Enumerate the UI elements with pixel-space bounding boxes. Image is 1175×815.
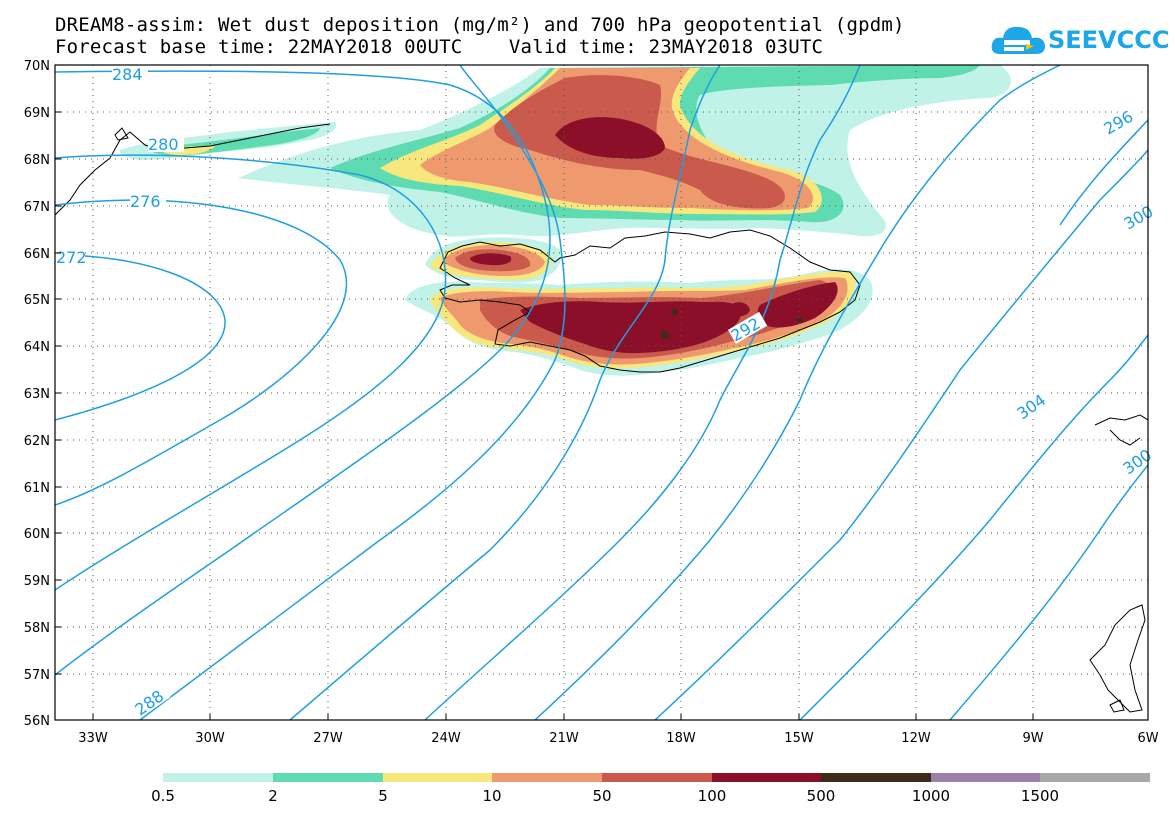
greenland-coastline (55, 123, 331, 216)
lat-label: 67N (24, 200, 50, 215)
lat-label: 64N (24, 340, 50, 355)
contour-label: 276 (130, 192, 161, 211)
lat-label: 63N (24, 387, 50, 402)
color-legend: 0.5 2 5 10 50 100 500 1000 1500 (151, 773, 1150, 805)
contour-296 (799, 334, 1148, 720)
latitude-labels: 70N 69N 68N 67N 66N 65N 64N 63N 62N 61N … (24, 59, 50, 729)
legend-swatch (712, 773, 821, 782)
longitude-labels: 33W 30W 27W 24W 21W 18W 15W 12W 9W 6W (78, 731, 1158, 746)
map-title-line2: Forecast base time: 22MAY2018 00UTC Vali… (55, 36, 824, 58)
lat-label: 60N (24, 527, 50, 542)
contour-label: 284 (112, 65, 143, 84)
lon-label: 18W (666, 731, 696, 746)
axis-ticks (55, 64, 1149, 721)
legend-swatch (1040, 773, 1150, 782)
contour-label: 300 (1119, 445, 1155, 478)
contour-300 (949, 464, 1148, 720)
geopotential-contours (55, 65, 1148, 720)
lat-label: 68N (24, 153, 50, 168)
lon-label: 12W (901, 731, 931, 746)
graticule (55, 65, 1148, 720)
lat-label: 57N (24, 668, 50, 683)
contour-labels: 284 280 276 272 288 292 296 300 304 300 (55, 65, 1156, 719)
lat-label: 61N (24, 481, 50, 496)
cloud-icon (991, 26, 1045, 54)
lat-label: 58N (24, 621, 50, 636)
lon-label: 9W (1022, 731, 1043, 746)
legend-label: 1000 (912, 787, 950, 805)
legend-label: 50 (592, 787, 611, 805)
legend-label: 10 (482, 787, 501, 805)
contour-272 (55, 254, 226, 421)
legend-swatch (931, 773, 1040, 782)
legend-label: 100 (698, 787, 727, 805)
coastlines (55, 123, 1148, 713)
logo-text: SEEVCCC (1048, 26, 1170, 54)
dust-deposition-shading (119, 65, 1011, 376)
legend-swatch (492, 773, 602, 782)
contour-276 (55, 199, 348, 506)
contour-label: 300 (1121, 202, 1157, 234)
legend-swatch (163, 773, 273, 782)
legend-label: 500 (807, 787, 836, 805)
lon-label: 21W (549, 731, 579, 746)
lon-label: 33W (78, 731, 108, 746)
lon-label: 6W (1137, 731, 1158, 746)
contour-label: 280 (148, 135, 179, 154)
lon-label: 15W (784, 731, 814, 746)
plot-area (55, 65, 1148, 720)
legend-label: 2 (268, 787, 278, 805)
lat-label: 56N (24, 714, 50, 729)
lat-label: 69N (24, 106, 50, 121)
legend-label: 0.5 (151, 787, 175, 805)
lon-label: 27W (313, 731, 343, 746)
contour-284 (55, 70, 551, 676)
legend-swatch (821, 773, 931, 782)
deposition-100 (555, 117, 665, 159)
lon-label: 24W (431, 731, 461, 746)
lon-label: 30W (195, 731, 225, 746)
seevccc-logo: SEEVCCC (990, 20, 1170, 60)
iceland-coastline (439, 229, 861, 373)
legend-swatch (383, 773, 492, 782)
legend-swatch (273, 773, 383, 782)
lat-label: 70N (24, 59, 50, 74)
contour-label: 272 (56, 248, 87, 267)
contour-280 (55, 154, 447, 591)
contour-292 (534, 65, 1061, 720)
lat-label: 66N (24, 247, 50, 262)
legend-swatch (602, 773, 712, 782)
lat-label: 62N (24, 434, 50, 449)
lat-label: 65N (24, 293, 50, 308)
scotland-coastline (1089, 604, 1146, 713)
norway-coastline (1094, 414, 1148, 426)
map-title-line1: DREAM8-assim: Wet dust deposition (mg/m²… (55, 14, 905, 36)
legend-label: 1500 (1021, 787, 1059, 805)
lat-label: 59N (24, 574, 50, 589)
legend-label: 5 (378, 787, 388, 805)
contour-288 (139, 65, 566, 720)
